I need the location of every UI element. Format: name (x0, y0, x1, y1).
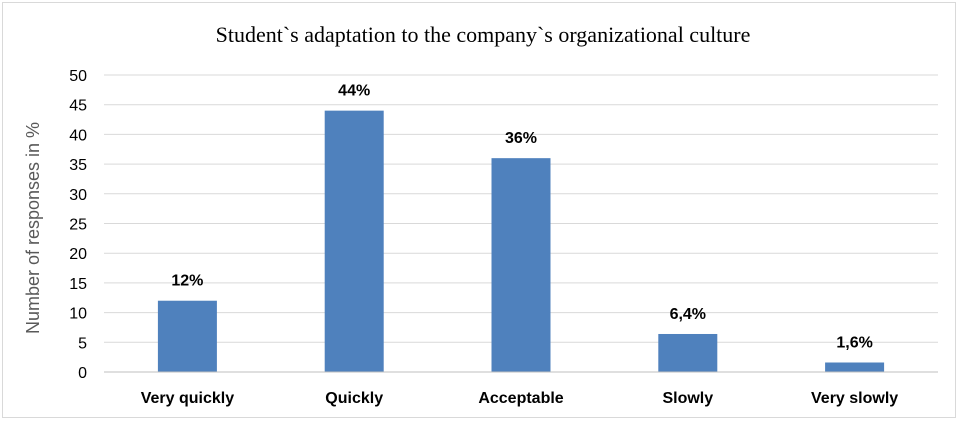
y-tick-label: 5 (78, 335, 87, 352)
x-tick-label: Very quickly (141, 390, 234, 407)
data-label: 44% (338, 83, 370, 100)
x-tick-label: Acceptable (478, 390, 563, 407)
bar-very-quickly (157, 300, 217, 372)
data-label: 6,4% (670, 306, 706, 323)
x-tick-label: Very slowly (811, 390, 898, 407)
y-tick-label: 20 (69, 246, 87, 263)
y-axis-label: Number of responses in % (23, 122, 43, 334)
bars (157, 110, 885, 372)
y-tick-label: 15 (69, 276, 87, 293)
bar-very-slowly (825, 362, 885, 372)
x-tick-label: Quickly (325, 390, 383, 407)
y-tick-label: 40 (69, 127, 87, 144)
chart-title: Student`s adaptation to the company`s or… (216, 22, 751, 47)
x-tick-label: Slowly (662, 390, 713, 407)
data-label: 1,6% (836, 334, 872, 351)
y-tick-label: 45 (69, 98, 87, 115)
data-labels: 12% 44% 36% 6,4% 1,6% (171, 83, 872, 352)
y-tick-label: 0 (78, 365, 87, 382)
y-tick-label: 30 (69, 187, 87, 204)
data-label: 36% (505, 130, 537, 147)
y-tick-label: 50 (69, 68, 87, 85)
gridlines (104, 74, 938, 343)
bar-slowly (658, 333, 718, 372)
y-tick-label: 10 (69, 306, 87, 323)
bar-quickly (324, 110, 384, 372)
bar-acceptable (491, 158, 551, 372)
y-tick-label: 35 (69, 157, 87, 174)
data-label: 12% (171, 273, 203, 290)
y-axis-ticks: 0 5 10 15 20 25 30 35 40 45 50 (69, 68, 87, 382)
x-axis-ticks: Very quickly Quickly Acceptable Slowly Very … (141, 390, 899, 407)
y-tick-label: 25 (69, 217, 87, 234)
